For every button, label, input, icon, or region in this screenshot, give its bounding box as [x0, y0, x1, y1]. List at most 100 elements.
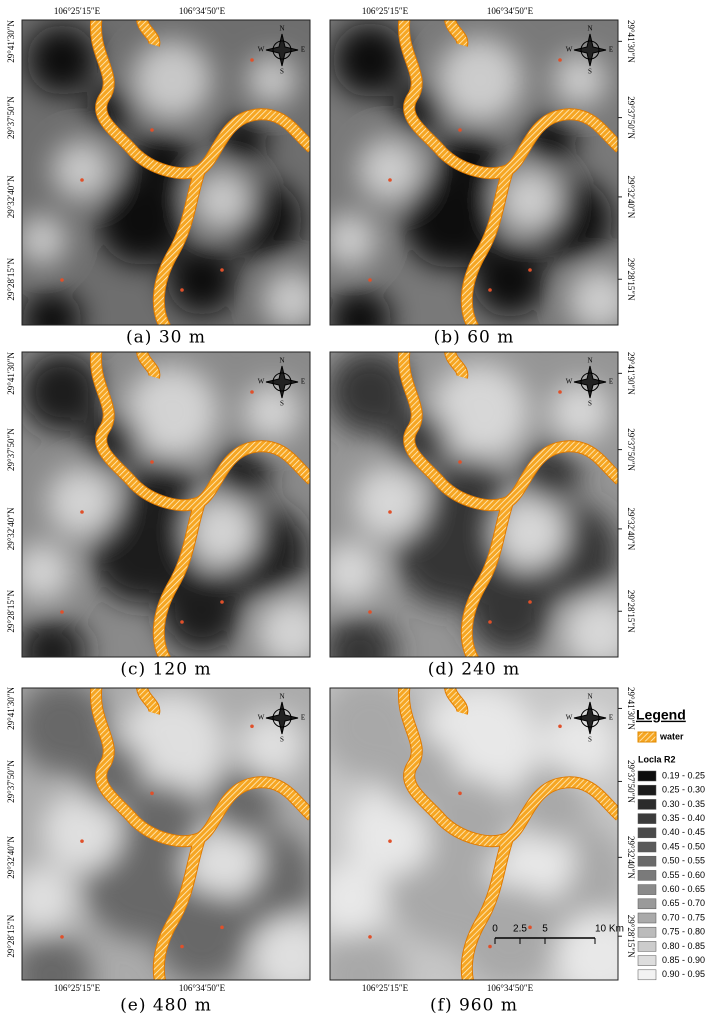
- lat-label: 29°32′40″N: [626, 836, 636, 879]
- water-spot: [80, 178, 84, 182]
- r2-patch: [472, 242, 548, 318]
- panel-caption: (b) 60 m: [434, 328, 515, 348]
- compass-letter: E: [301, 378, 305, 386]
- class-swatch: [637, 884, 657, 895]
- lat-label: 29°41′30″N: [6, 351, 16, 394]
- lat-label: 29°28′15″N: [626, 258, 636, 301]
- class-label: 0.35 - 0.40: [662, 813, 705, 823]
- r2-patch: [238, 712, 306, 779]
- compass-letter: W: [566, 46, 573, 54]
- class-label: 0.50 - 0.55: [662, 856, 705, 866]
- water-spot: [388, 510, 392, 514]
- compass-letter: N: [279, 693, 284, 701]
- compass-star: [265, 701, 299, 735]
- compass-letter: N: [279, 25, 284, 33]
- water-spot: [458, 791, 462, 796]
- r2-patch: [493, 495, 567, 569]
- map-frame: [21, 19, 311, 326]
- map-frame: [329, 687, 619, 981]
- compass-letter: S: [588, 400, 592, 408]
- r2-patch: [353, 465, 427, 539]
- compass-star: [573, 33, 607, 67]
- class-swatch: [637, 955, 657, 966]
- compass-letter: W: [566, 378, 573, 386]
- class-swatch: [637, 898, 657, 910]
- river-fill: [398, 352, 618, 657]
- r2-patch: [330, 352, 413, 435]
- river-fill: [90, 20, 310, 325]
- compass-letter: S: [280, 68, 284, 76]
- r2-patch: [83, 413, 141, 471]
- r2-patch: [389, 411, 451, 473]
- compass-letter: N: [587, 25, 592, 33]
- r2-patch: [243, 383, 301, 441]
- r2-patch: [22, 688, 109, 773]
- r2-patch: [330, 213, 377, 267]
- panel-caption: (a) 30 m: [126, 328, 206, 348]
- water-spot: [180, 288, 184, 292]
- class-swatch: [637, 969, 657, 981]
- compass: N S W E: [566, 357, 613, 408]
- water-spot: [60, 278, 64, 282]
- compass-letter: E: [609, 378, 613, 386]
- r2-patch: [330, 861, 387, 936]
- lon-label: 106°25′15″E: [362, 6, 409, 16]
- compass-star: [265, 365, 299, 399]
- r2-patch: [555, 911, 618, 980]
- r2-patch: [330, 288, 392, 325]
- water-spot: [250, 390, 254, 394]
- water-spot: [528, 268, 532, 272]
- water-spot: [368, 610, 372, 614]
- lon-label: 106°34′50″E: [487, 983, 534, 993]
- map-frame: [21, 687, 311, 981]
- compass-letter: E: [301, 46, 305, 54]
- lon-label: 106°25′15″E: [362, 983, 409, 993]
- map-body: [22, 688, 310, 980]
- map-panel: N S W E: [329, 687, 619, 981]
- lat-label: 29°32′40″N: [6, 835, 16, 878]
- water-spot: [60, 610, 64, 614]
- lat-label: 29°28′15″N: [6, 914, 16, 957]
- water-spot: [388, 839, 392, 843]
- map-panel: N S W E: [21, 19, 311, 326]
- compass-letter: N: [587, 693, 592, 701]
- class-label: 0.80 - 0.85: [662, 941, 705, 951]
- class-label: 0.30 - 0.35: [662, 799, 705, 809]
- class-label: 0.40 - 0.45: [662, 827, 705, 837]
- r2-patch: [549, 381, 611, 443]
- water-label: water: [659, 731, 684, 741]
- class-swatch: [637, 813, 657, 824]
- r2-patch: [330, 930, 405, 980]
- lat-label: 29°28′15″N: [626, 915, 636, 958]
- water-spot: [220, 925, 224, 930]
- r2-patch: [498, 168, 562, 232]
- map-panel: N S W E: [21, 687, 311, 981]
- r2-patch: [22, 352, 103, 433]
- class-swatch: [637, 855, 657, 867]
- river-fill: [90, 352, 310, 657]
- water-spot: [80, 510, 84, 514]
- r2-patch: [52, 140, 112, 200]
- r2-patch: [132, 40, 212, 120]
- water-spot: [180, 944, 184, 949]
- class-label: 0.60 - 0.65: [662, 884, 705, 894]
- water-spot: [488, 620, 492, 624]
- water-spot: [80, 839, 84, 843]
- map-body: [330, 20, 618, 325]
- water-spot: [528, 925, 532, 930]
- compass: N S W E: [258, 25, 305, 76]
- lon-label: 106°25′15″E: [54, 983, 101, 993]
- class-swatch: [637, 841, 657, 853]
- water-spot: [220, 268, 224, 272]
- class-swatch: [637, 870, 657, 881]
- compass-letter: W: [566, 714, 573, 722]
- class-label: 0.45 - 0.50: [662, 841, 705, 851]
- r2-patch: [42, 791, 122, 872]
- map-panel: N S W E: [329, 351, 619, 658]
- compass-letter: S: [280, 400, 284, 408]
- r2-patch: [97, 175, 187, 265]
- map-frame: [329, 351, 619, 658]
- compass-ring: [580, 40, 600, 60]
- class-label: 0.65 - 0.70: [662, 898, 705, 908]
- map-body: [330, 688, 618, 980]
